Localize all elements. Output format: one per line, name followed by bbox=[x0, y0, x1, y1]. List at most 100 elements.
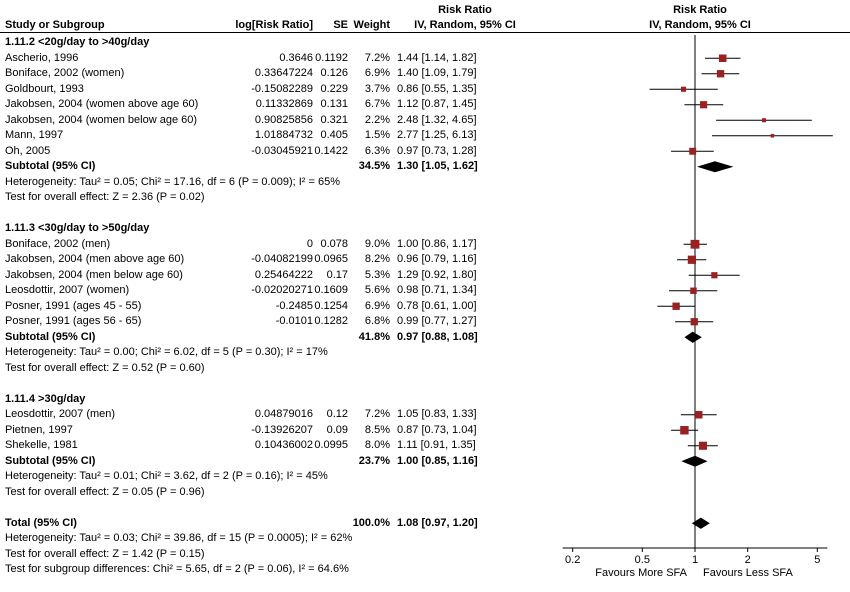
ci-column-header-line2: IV, Random, 95% CI bbox=[414, 19, 516, 31]
statistics-note: Test for overall effect: Z = 2.36 (P = 0… bbox=[5, 191, 205, 203]
study-weight: 1.5% bbox=[364, 129, 390, 141]
study-ci-text: 0.97 [0.73, 1.28] bbox=[397, 144, 477, 157]
subtotal-row: Subtotal (95% CI) 41.8% 0.97 [0.88, 1.08] bbox=[0, 330, 850, 346]
study-se: 0.131 bbox=[320, 98, 348, 110]
subtotal-weight: 100.0% bbox=[352, 516, 390, 529]
subgroup-title: 1.11.2 <20g/day to >40g/day bbox=[5, 36, 150, 48]
study-log-risk-ratio: 0.3646 bbox=[279, 51, 313, 64]
study-name: Leosdottir, 2007 (women) bbox=[5, 284, 130, 296]
subtotal-label: Subtotal (95% CI) bbox=[5, 454, 96, 467]
study-name: Pietnen, 1997 bbox=[5, 423, 73, 436]
study-se: 0.1192 bbox=[315, 51, 348, 64]
weight-column-header: Weight bbox=[353, 19, 390, 31]
study-ci-text: 1.12 [0.87, 1.45] bbox=[397, 98, 477, 110]
study-weight: 9.0% bbox=[364, 237, 390, 250]
study-row: Boniface, 2002 (men) 0 0.078 9.0% 1.00 [0.86… bbox=[0, 237, 850, 253]
study-name: Oh, 2005 bbox=[5, 144, 51, 157]
study-column-header: Study or Subgroup bbox=[5, 19, 105, 31]
statistics-note: Heterogeneity: Tau² = 0.01; Chi² = 3.62,… bbox=[5, 470, 328, 482]
study-log-risk-ratio: -0.02020271 bbox=[251, 284, 313, 296]
study-log-risk-ratio: 0.04879016 bbox=[254, 408, 313, 420]
study-se: 0.1422 bbox=[314, 144, 348, 157]
study-row: Ascherio, 1996 0.3646 0.1192 7.2% 1.44 [1.14… bbox=[0, 51, 850, 67]
plot-header-line2: IV, Random, 95% CI bbox=[649, 19, 751, 31]
subtotal-row: Subtotal (95% CI) 23.7% 1.00 [0.85, 1.16] bbox=[0, 454, 850, 470]
study-log-risk-ratio: -0.04082199 bbox=[251, 253, 313, 265]
study-log-risk-ratio: -0.03045921 bbox=[251, 144, 313, 157]
subtotal-label: Subtotal (95% CI) bbox=[5, 160, 96, 172]
study-weight: 7.2% bbox=[364, 408, 390, 420]
statistics-note-row: Test for overall effect: Z = 2.36 (P = 0… bbox=[0, 190, 850, 206]
study-name: Posner, 1991 (ages 45 - 55) bbox=[5, 299, 142, 312]
study-weight: 5.6% bbox=[364, 284, 390, 296]
ci-column-header-line1: Risk Ratio bbox=[438, 4, 492, 16]
study-ci-text: 0.87 [0.73, 1.04] bbox=[397, 423, 477, 436]
study-row: Jakobsen, 2004 (women above age 60) 0.113… bbox=[0, 97, 850, 113]
study-log-risk-ratio: 0.33647224 bbox=[254, 67, 313, 79]
study-ci-text: 1.05 [0.83, 1.33] bbox=[397, 408, 477, 420]
study-weight: 5.3% bbox=[364, 268, 390, 281]
study-se: 0.405 bbox=[320, 129, 348, 141]
subtotal-weight: 23.7% bbox=[358, 454, 390, 467]
study-row: Goldbourt, 1993 -0.15082289 0.229 3.7% 0.86 … bbox=[0, 82, 850, 98]
study-row: Posner, 1991 (ages 45 - 55) -0.2485 0.1254… bbox=[0, 299, 850, 315]
statistics-note-row: Test for overall effect: Z = 1.42 (P = 0… bbox=[0, 547, 850, 563]
study-log-risk-ratio: -0.2485 bbox=[275, 299, 313, 312]
study-name: Goldbourt, 1993 bbox=[5, 82, 84, 95]
study-row: Oh, 2005 -0.03045921 0.1422 6.3% 0.97 [0.73,… bbox=[0, 144, 850, 160]
study-ci-text: 0.98 [0.71, 1.34] bbox=[397, 284, 477, 296]
study-se: 0.12 bbox=[326, 408, 348, 420]
statistics-note-row: Test for overall effect: Z = 0.52 (P = 0… bbox=[0, 361, 850, 377]
subtotal-weight: 34.5% bbox=[358, 160, 390, 172]
spacer-row bbox=[0, 500, 850, 516]
study-log-risk-ratio: -0.0101 bbox=[275, 315, 313, 327]
statistics-note-row: Test for overall effect: Z = 0.05 (P = 0… bbox=[0, 485, 850, 501]
subtotal-label: Subtotal (95% CI) bbox=[5, 330, 96, 343]
study-weight: 6.7% bbox=[364, 98, 390, 110]
subtotal-ci-text: 1.08 [0.97, 1.20] bbox=[397, 516, 478, 529]
subtotal-weight: 41.8% bbox=[358, 330, 390, 343]
total-row: Total (95% CI) 100.0% 1.08 [0.97, 1.20] bbox=[0, 516, 850, 532]
study-weight: 3.7% bbox=[364, 82, 390, 95]
study-se: 0.1282 bbox=[314, 315, 348, 327]
study-ci-text: 0.99 [0.77, 1.27] bbox=[397, 315, 477, 327]
study-se: 0.321 bbox=[320, 113, 348, 126]
study-name: Mann, 1997 bbox=[5, 129, 64, 141]
study-weight: 8.5% bbox=[364, 423, 390, 436]
study-row: Mann, 1997 1.01884732 0.405 1.5% 2.77 [1.25,… bbox=[0, 128, 850, 144]
statistics-note: Test for overall effect: Z = 0.52 (P = 0… bbox=[5, 361, 205, 374]
study-se: 0.0965 bbox=[314, 253, 348, 265]
study-row: Jakobsen, 2004 (women below age 60) 0.908… bbox=[0, 113, 850, 129]
study-log-risk-ratio: 0.11332869 bbox=[255, 98, 313, 110]
plot-header-line1: Risk Ratio bbox=[673, 4, 727, 16]
spacer-row bbox=[0, 206, 850, 222]
study-ci-text: 1.00 [0.86, 1.17] bbox=[397, 237, 477, 250]
study-name: Jakobsen, 2004 (men below age 60) bbox=[5, 268, 183, 281]
statistics-note: Heterogeneity: Tau² = 0.05; Chi² = 17.16… bbox=[5, 175, 340, 188]
study-weight: 6.9% bbox=[364, 67, 390, 79]
study-name: Jakobsen, 2004 (men above age 60) bbox=[5, 253, 185, 265]
study-row: Boniface, 2002 (women) 0.33647224 0.126 6.9… bbox=[0, 66, 850, 82]
spacer-row bbox=[0, 376, 850, 392]
study-se: 0.09 bbox=[326, 423, 348, 436]
se-column-header: SE bbox=[333, 19, 348, 31]
study-log-risk-ratio: 0.10436002 bbox=[254, 439, 313, 451]
study-name: Posner, 1991 (ages 56 - 65) bbox=[5, 315, 142, 327]
study-log-risk-ratio: -0.15082289 bbox=[251, 82, 313, 95]
study-weight: 7.2% bbox=[364, 51, 390, 64]
study-name: Jakobsen, 2004 (women below age 60) bbox=[5, 113, 198, 126]
study-ci-text: 1.29 [0.92, 1.80] bbox=[397, 268, 477, 281]
subtotal-ci-text: 1.00 [0.85, 1.16] bbox=[397, 454, 478, 467]
statistics-note-row: Heterogeneity: Tau² = 0.03; Chi² = 39.86… bbox=[0, 531, 850, 547]
study-weight: 6.9% bbox=[364, 299, 390, 312]
study-ci-text: 0.78 [0.61, 1.00] bbox=[397, 299, 477, 312]
study-ci-text: 2.77 [1.25, 6.13] bbox=[397, 129, 477, 141]
subgroup-heading-row: 1.11.4 >30g/day bbox=[0, 392, 850, 408]
study-se: 0.0995 bbox=[314, 439, 348, 451]
total-label: Total (95% CI) bbox=[5, 516, 77, 529]
study-name: Shekelle, 1981 bbox=[5, 439, 78, 451]
statistics-note-row: Heterogeneity: Tau² = 0.01; Chi² = 3.62,… bbox=[0, 469, 850, 485]
study-weight: 2.2% bbox=[364, 113, 390, 126]
statistics-note-row: Heterogeneity: Tau² = 0.00; Chi² = 6.02,… bbox=[0, 345, 850, 361]
subtotal-ci-text: 0.97 [0.88, 1.08] bbox=[397, 330, 478, 343]
